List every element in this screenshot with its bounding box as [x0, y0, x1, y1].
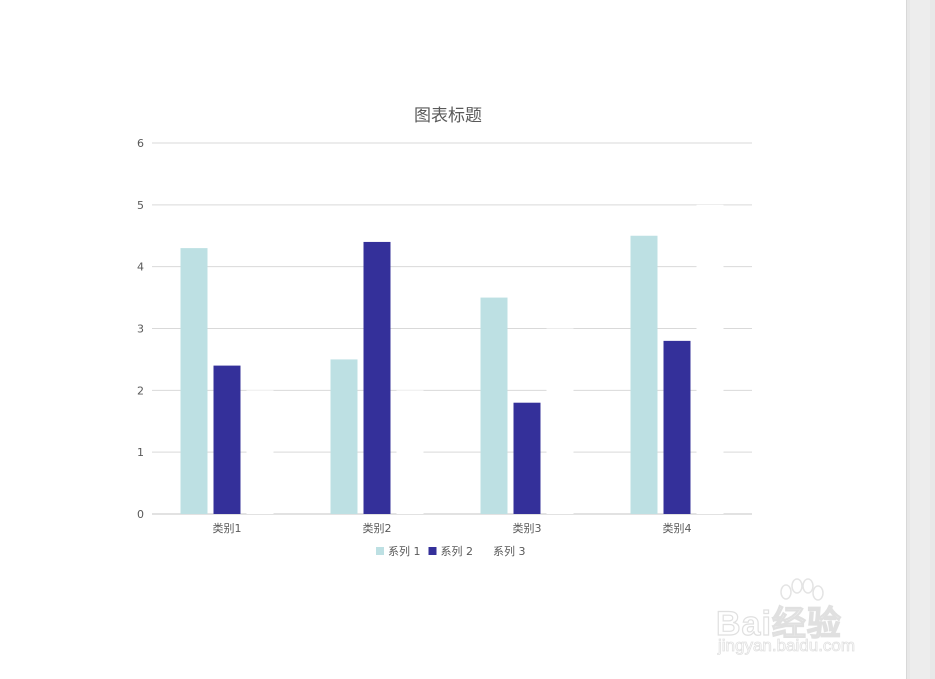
legend: 系列 1 系列 2 系列 3: [376, 544, 526, 558]
gridlines: [152, 142, 752, 515]
y-tick-label: 2: [137, 384, 144, 397]
x-tick-label: 类别2: [363, 521, 392, 535]
x-tick-label: 类别1: [213, 521, 242, 535]
bar-3-2: [396, 390, 424, 514]
legend-swatch: [428, 547, 437, 555]
y-axis-ticks: 0 1 2 3 4 5 6: [137, 137, 144, 521]
bar-2-2: [363, 241, 391, 514]
y-tick-label: 1: [137, 446, 144, 459]
x-tick-label: 类别3: [513, 521, 542, 535]
legend-swatch: [376, 547, 384, 555]
bar-3-3: [546, 328, 574, 514]
bar-1-2: [330, 359, 358, 514]
bars: [180, 204, 724, 515]
y-tick-label: 5: [137, 199, 144, 212]
bar-2-4: [663, 340, 691, 514]
y-tick-label: 3: [137, 323, 144, 336]
y-tick-label: 0: [137, 508, 144, 521]
vertical-scrollbar-thumb[interactable]: [910, 0, 930, 679]
y-tick-label: 6: [137, 137, 144, 150]
x-axis-ticks: 类别1 类别2 类别3 类别4: [213, 521, 692, 535]
x-tick-label: 类别4: [663, 521, 692, 535]
legend-label: 系列 2: [441, 544, 474, 558]
bar-1-3: [480, 297, 508, 514]
y-tick-label: 4: [137, 261, 144, 274]
bar-2-1: [213, 365, 241, 514]
bar-1-4: [630, 235, 658, 514]
legend-label: 系列 3: [493, 544, 526, 558]
bar-1-1: [180, 248, 208, 514]
bar-2-3: [513, 402, 541, 514]
chart-title: 图表标题: [414, 106, 482, 126]
bar-3-4: [696, 204, 724, 515]
legend-label: 系列 1: [388, 544, 421, 558]
bar-3-1: [246, 390, 274, 514]
legend-swatch: [481, 547, 489, 555]
